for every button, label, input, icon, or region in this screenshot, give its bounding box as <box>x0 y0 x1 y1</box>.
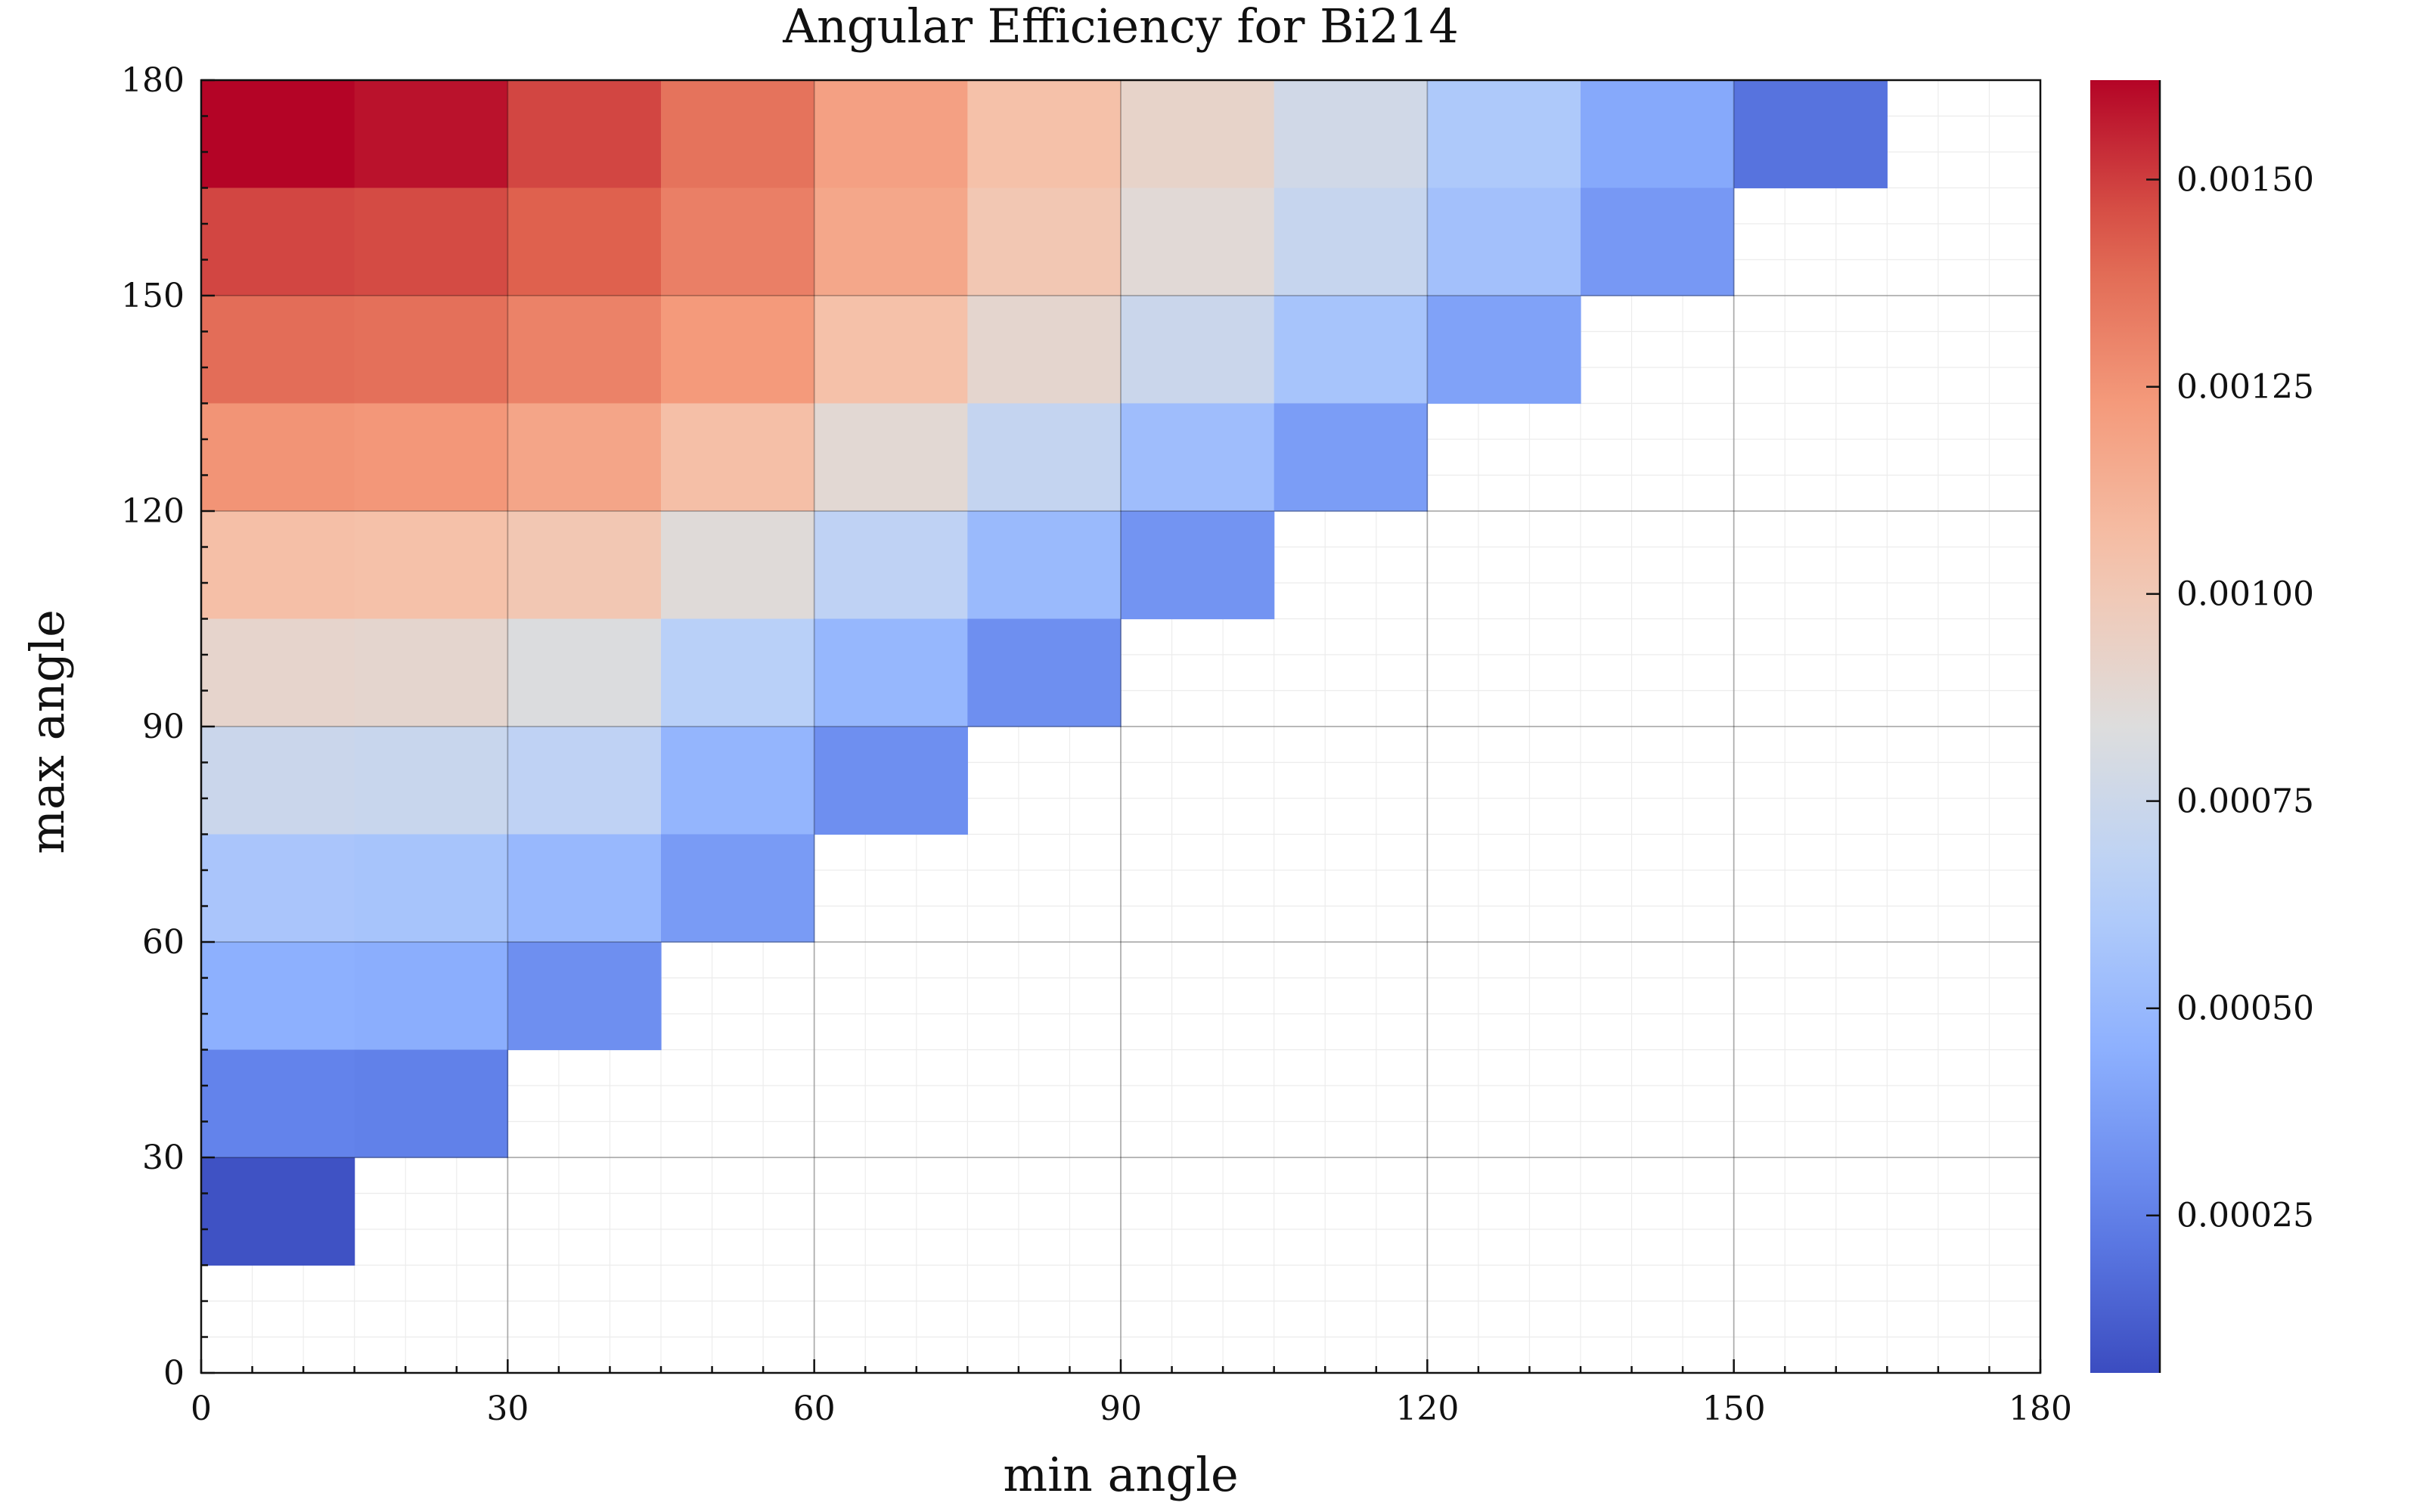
heatmap-cell <box>354 942 508 1051</box>
y-tick-label: 90 <box>142 708 185 746</box>
heatmap-cell <box>201 618 355 727</box>
heatmap-cell <box>201 834 355 943</box>
heatmap-cell <box>201 1049 355 1158</box>
x-tick-label: 120 <box>1395 1390 1459 1428</box>
x-axis-ticks: 0 30 60 90 120 150 180 <box>191 1359 2072 1428</box>
heatmap-cell <box>201 942 355 1051</box>
x-tick-label: 60 <box>793 1390 836 1428</box>
heatmap-cell <box>354 296 508 404</box>
heatmap-cell <box>1581 187 1735 296</box>
heatmap-cell <box>814 511 968 620</box>
heatmap-cell <box>1581 80 1735 189</box>
heatmap-cell <box>967 511 1122 620</box>
heatmap-cell <box>814 727 968 835</box>
heatmap-cell <box>507 403 662 512</box>
colorbar-tick-label: 0.00150 <box>2176 161 2314 200</box>
heatmap-cell <box>967 296 1122 404</box>
heatmap-cell <box>201 187 355 296</box>
colorbar-tick-label: 0.00075 <box>2176 782 2314 821</box>
heatmap-cell <box>661 403 815 512</box>
heatmap-cell <box>354 1049 508 1158</box>
heatmap-cell <box>1733 80 1888 189</box>
heatmap-cell <box>1274 296 1428 404</box>
heatmap-cell <box>661 187 815 296</box>
heatmap-cell <box>1427 80 1581 189</box>
heatmap-cell <box>967 618 1122 727</box>
heatmap-cell <box>354 727 508 835</box>
heatmap-cell <box>201 511 355 620</box>
chart-title: Angular Efficiency for Bi214 <box>782 0 1459 54</box>
heatmap-cell <box>814 403 968 512</box>
heatmap-cell <box>1121 511 1275 620</box>
x-tick-label: 0 <box>191 1390 212 1428</box>
y-tick-label: 120 <box>121 492 185 531</box>
heatmap-cell <box>1121 403 1275 512</box>
heatmap-cell <box>814 296 968 404</box>
x-tick-label: 90 <box>1100 1390 1142 1428</box>
heatmap-cell <box>354 187 508 296</box>
colorbar-tick-label: 0.00125 <box>2176 368 2314 407</box>
x-tick-label: 150 <box>1702 1390 1766 1428</box>
heatmap-cell <box>661 80 815 189</box>
heatmap-cells <box>201 80 1888 1266</box>
y-tick-label: 60 <box>142 923 185 962</box>
colorbar-ticks: 0.00025 0.00050 0.00075 0.00100 0.00125 0.001… <box>2146 80 2314 1373</box>
heatmap-cell <box>201 1157 355 1266</box>
heatmap-cell <box>661 618 815 727</box>
y-tick-label: 180 <box>121 61 185 100</box>
heatmap-cell <box>201 403 355 512</box>
heatmap-cell <box>1274 187 1428 296</box>
heatmap-cell <box>814 80 968 189</box>
y-tick-label: 150 <box>121 277 185 315</box>
heatmap-cell <box>1427 296 1581 404</box>
heatmap-cell <box>507 80 662 189</box>
heatmap-cell <box>661 834 815 943</box>
heatmap-cell <box>507 834 662 943</box>
y-tick-label: 30 <box>142 1139 185 1177</box>
heatmap-cell <box>201 296 355 404</box>
heatmap-cell <box>354 511 508 620</box>
heatmap-cell <box>967 403 1122 512</box>
heatmap-cell <box>507 618 662 727</box>
heatmap-cell <box>507 187 662 296</box>
heatmap-cell <box>354 80 508 189</box>
heatmap-cell <box>354 618 508 727</box>
heatmap-cell <box>507 296 662 404</box>
heatmap-cell <box>1121 80 1275 189</box>
x-tick-label: 30 <box>486 1390 529 1428</box>
y-axis-ticks: 0 30 60 90 120 150 180 <box>121 61 215 1393</box>
heatmap-cell <box>967 80 1122 189</box>
heatmap-cell <box>201 80 355 189</box>
x-tick-label: 180 <box>2009 1390 2072 1428</box>
heatmap-cell <box>1274 403 1428 512</box>
heatmap-cell <box>1274 80 1428 189</box>
x-axis-label: min angle <box>1003 1447 1238 1502</box>
heatmap-cell <box>661 296 815 404</box>
heatmap-cell <box>661 511 815 620</box>
y-tick-label: 0 <box>163 1354 185 1393</box>
heatmap-cell <box>507 511 662 620</box>
heatmap-cell <box>354 834 508 943</box>
heatmap-cell <box>814 187 968 296</box>
heatmap-cell <box>814 618 968 727</box>
heatmap-cell <box>507 727 662 835</box>
heatmap-cell <box>354 403 508 512</box>
y-axis-label: max angle <box>20 609 75 854</box>
heatmap-cell <box>1121 187 1275 296</box>
heatmap-cell <box>967 187 1122 296</box>
colorbar <box>2090 80 2160 1373</box>
heatmap-cell <box>661 727 815 835</box>
heatmap-cell <box>201 727 355 835</box>
colorbar-tick-label: 0.00050 <box>2176 990 2314 1028</box>
heatmap-cell <box>1427 187 1581 296</box>
heatmap-cell <box>1121 296 1275 404</box>
heatmap-cell <box>507 942 662 1051</box>
colorbar-tick-label: 0.00025 <box>2176 1197 2314 1235</box>
colorbar-tick-label: 0.00100 <box>2176 575 2314 614</box>
